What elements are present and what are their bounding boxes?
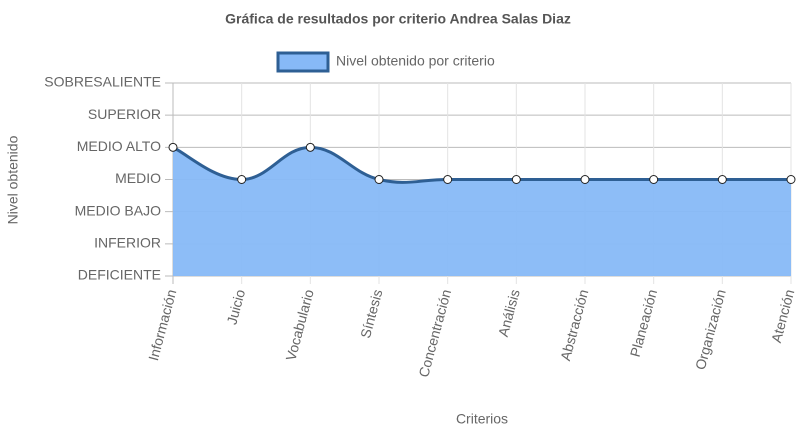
line [172,145,791,184]
y-tick-label: MEDIO ALTO [77,138,161,154]
y-tick-label: DEFICIENTE [78,267,161,283]
x-tick-label: Planeación [627,288,660,359]
x-tick-label: Concentración [415,288,454,379]
point [786,175,796,184]
x-tick-label: Información [145,288,179,363]
point [168,142,178,152]
point [237,175,247,184]
x-tick-label: Juicio [223,287,248,326]
chart-title: Gráfica de resultados por criterio Andre… [225,11,571,27]
legend-label: Nivel obtenido por criterio [336,53,495,69]
x-tick-label: Abstracción [557,288,591,363]
point [443,175,453,184]
point [649,175,659,184]
x-tick-label: Síntesis [357,288,385,340]
point [305,142,315,152]
point [374,175,384,184]
point [511,175,521,184]
x-tick-label: Atención [768,288,796,345]
point [580,175,590,184]
point [717,175,727,184]
y-tick-label: MEDIO [115,170,161,186]
y-tick-label: SUPERIOR [88,106,161,122]
x-tick-label: Análisis [495,288,523,339]
y-axis-label: Nivel obtenido [5,135,21,224]
area [173,147,791,276]
y-tick-label: SOBRESALIENTE [44,74,161,90]
legend-swatch [276,51,330,73]
x-axis-label: Criterios [456,411,508,427]
y-tick-label: INFERIOR [94,235,161,251]
x-tick-label: Vocabulario [282,287,316,362]
x-tick-label: Organización [692,288,729,372]
y-tick-label: MEDIO BAJO [75,202,161,218]
